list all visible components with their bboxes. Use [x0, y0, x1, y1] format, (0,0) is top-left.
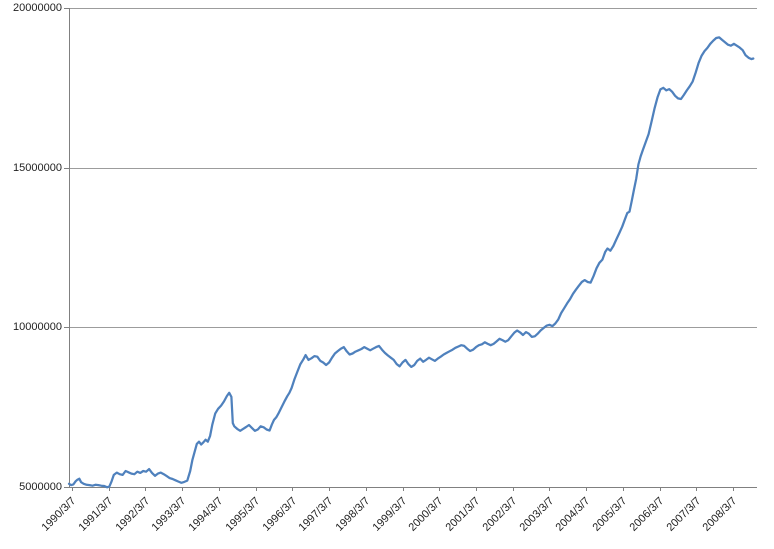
y-axis-tick-label: 15000000	[13, 161, 62, 174]
y-axis-tick-label: 20000000	[13, 2, 62, 14]
data-series-line	[67, 36, 755, 489]
y-axis-tick-label: 10000000	[13, 321, 62, 334]
y-axis-tick-label: 5000000	[19, 481, 62, 493]
